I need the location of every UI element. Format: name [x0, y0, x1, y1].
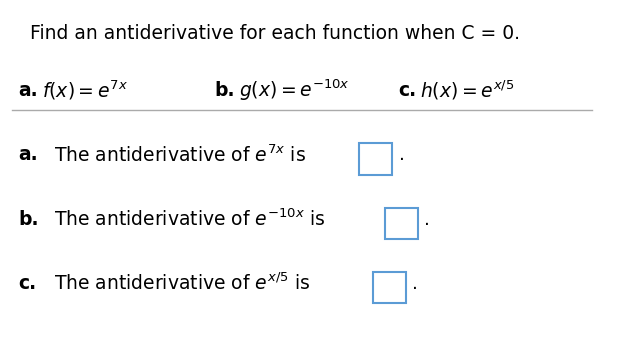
- Text: $h(x) = e^{x/5}$: $h(x) = e^{x/5}$: [420, 79, 514, 102]
- Text: The antiderivative of $e^{-10x}$ is: The antiderivative of $e^{-10x}$ is: [54, 208, 326, 230]
- Text: .: .: [413, 274, 418, 293]
- Text: b.: b.: [214, 81, 235, 100]
- FancyBboxPatch shape: [386, 208, 418, 239]
- Text: b.: b.: [18, 210, 38, 229]
- Text: $g(x) = e^{-10x}$: $g(x) = e^{-10x}$: [239, 78, 349, 103]
- Text: Find an antiderivative for each function when C = 0.: Find an antiderivative for each function…: [30, 24, 520, 44]
- FancyBboxPatch shape: [373, 272, 406, 303]
- Text: .: .: [425, 210, 430, 229]
- Text: $f(x) = e^{7x}$: $f(x) = e^{7x}$: [42, 79, 129, 102]
- Text: The antiderivative of $e^{x/5}$ is: The antiderivative of $e^{x/5}$ is: [54, 273, 311, 294]
- Text: a.: a.: [18, 145, 38, 164]
- Text: a.: a.: [18, 81, 38, 100]
- Text: c.: c.: [18, 274, 37, 293]
- Text: The antiderivative of $e^{7x}$ is: The antiderivative of $e^{7x}$ is: [54, 144, 306, 166]
- Text: c.: c.: [399, 81, 416, 100]
- FancyBboxPatch shape: [359, 143, 392, 175]
- Text: .: .: [399, 145, 404, 164]
